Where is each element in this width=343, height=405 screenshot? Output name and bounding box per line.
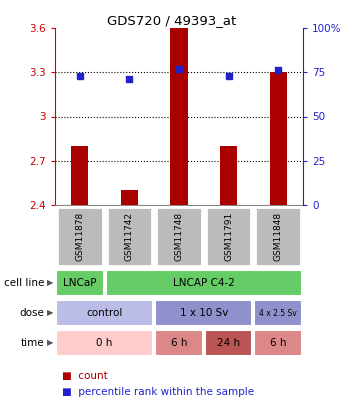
- Bar: [220, 146, 237, 205]
- Text: 0 h: 0 h: [96, 338, 113, 348]
- Text: cell line: cell line: [4, 278, 45, 288]
- Bar: [106, 270, 302, 296]
- Point: [275, 67, 281, 74]
- Text: 4 x 2.5 Sv: 4 x 2.5 Sv: [259, 309, 297, 318]
- Bar: [56, 300, 153, 326]
- Point: [77, 72, 83, 79]
- Bar: [205, 330, 252, 356]
- Bar: [107, 207, 152, 266]
- Text: GSM11791: GSM11791: [224, 212, 233, 261]
- Text: GDS720 / 49393_at: GDS720 / 49393_at: [107, 14, 236, 27]
- Text: ▶: ▶: [47, 279, 53, 288]
- Bar: [56, 330, 153, 356]
- Bar: [255, 330, 302, 356]
- Text: GSM11748: GSM11748: [175, 212, 184, 261]
- Text: LNCAP C4-2: LNCAP C4-2: [173, 278, 235, 288]
- Bar: [155, 330, 203, 356]
- Text: ▶: ▶: [47, 339, 53, 347]
- Bar: [270, 72, 287, 205]
- Text: GSM11742: GSM11742: [125, 212, 134, 261]
- Text: time: time: [21, 338, 45, 348]
- Text: dose: dose: [20, 308, 45, 318]
- Point: [176, 66, 182, 72]
- Text: 24 h: 24 h: [217, 338, 240, 348]
- Point: [226, 72, 231, 79]
- Bar: [256, 207, 301, 266]
- Text: GSM11878: GSM11878: [75, 212, 84, 261]
- Bar: [156, 207, 202, 266]
- Bar: [71, 146, 88, 205]
- Bar: [121, 190, 138, 205]
- Text: LNCaP: LNCaP: [63, 278, 96, 288]
- Text: ■  count: ■ count: [62, 371, 108, 381]
- Text: ▶: ▶: [47, 309, 53, 318]
- Bar: [155, 300, 252, 326]
- Bar: [255, 300, 302, 326]
- Point: [127, 76, 132, 83]
- Text: control: control: [86, 308, 123, 318]
- Bar: [57, 207, 103, 266]
- Text: ■  percentile rank within the sample: ■ percentile rank within the sample: [62, 387, 254, 397]
- Text: 6 h: 6 h: [270, 338, 286, 348]
- Bar: [56, 270, 104, 296]
- Text: 6 h: 6 h: [171, 338, 187, 348]
- Text: 1 x 10 Sv: 1 x 10 Sv: [180, 308, 228, 318]
- Bar: [170, 28, 188, 205]
- Text: GSM11848: GSM11848: [274, 212, 283, 261]
- Bar: [206, 207, 251, 266]
